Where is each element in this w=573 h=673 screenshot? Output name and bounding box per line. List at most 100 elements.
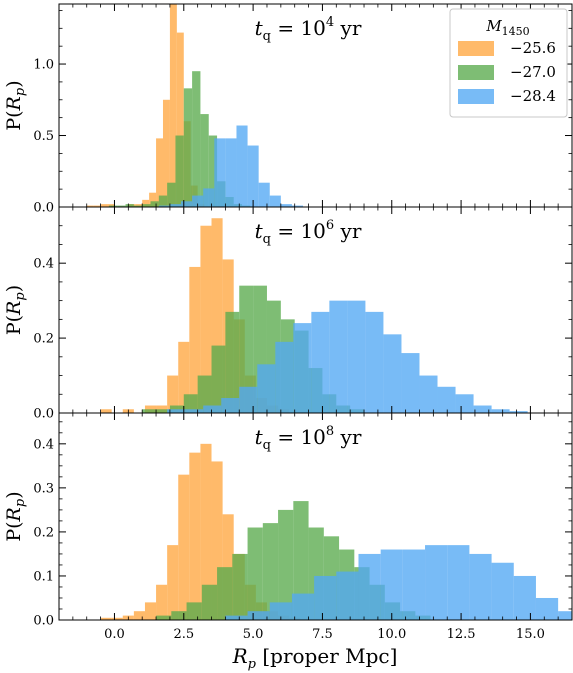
histogram-bar <box>203 405 222 413</box>
histogram-bar <box>156 409 170 413</box>
x-tick-label: 5.0 <box>243 627 264 642</box>
histogram-bar <box>171 611 187 620</box>
legend-label: −28.4 <box>510 87 556 105</box>
title-equals: = 10 <box>271 219 326 243</box>
y-label-prefix: P( <box>3 110 25 130</box>
y-label-prefix: P( <box>3 315 25 335</box>
histogram-bar <box>86 205 94 207</box>
histogram-bar <box>293 323 312 413</box>
y-label-prefix: P( <box>3 521 25 541</box>
histogram-bar <box>183 394 198 413</box>
title-subscript: q <box>263 232 271 247</box>
histogram-bar <box>455 394 474 413</box>
legend-title: M1450 <box>485 17 529 38</box>
x-tick-label: 12.5 <box>447 627 476 642</box>
histogram-bar <box>158 195 168 207</box>
y-tick-label: 1.0 <box>33 58 54 73</box>
histogram-bar <box>247 145 259 207</box>
histogram-bar <box>232 553 248 620</box>
title-unit: yr <box>334 219 362 243</box>
y-label-subscript: p <box>13 87 28 96</box>
histogram-bar <box>247 611 270 620</box>
histogram-bar <box>208 135 218 207</box>
y-label-variable: R <box>3 301 25 316</box>
histogram-bar <box>425 545 448 620</box>
title-subscript: q <box>263 438 271 453</box>
y-label-subscript: p <box>13 498 28 507</box>
histogram-bar <box>558 611 572 620</box>
histogram-bar <box>447 545 470 620</box>
histogram-bar <box>93 205 101 207</box>
histogram-bar <box>125 204 134 207</box>
histogram-bar <box>225 615 248 620</box>
title-equals: = 10 <box>271 16 326 40</box>
title-subscript: q <box>263 29 271 44</box>
y-label-variable: R <box>3 507 25 522</box>
histogram-bar <box>167 409 186 413</box>
histogram-bar <box>469 553 492 620</box>
y-label-suffix: ) <box>3 285 25 292</box>
y-tick-label: 0.3 <box>33 481 54 496</box>
histogram-bar <box>100 617 112 620</box>
panel-title: tq = 106 yr <box>255 218 362 247</box>
histogram-bar <box>178 474 190 620</box>
histogram-bar <box>111 617 123 620</box>
histogram-bar <box>513 575 536 620</box>
histogram-bar <box>169 4 177 207</box>
histogram-bar <box>473 405 492 413</box>
x-axis-label: Rp [proper Mpc] <box>232 644 398 672</box>
histogram-bar <box>275 341 294 413</box>
histogram-bar <box>214 138 226 207</box>
legend-swatch <box>458 65 494 80</box>
y-label-suffix: ) <box>3 491 25 498</box>
histogram-bar <box>192 71 201 207</box>
histogram-bar <box>203 188 215 207</box>
histogram-bar <box>117 205 126 207</box>
histogram-bar <box>200 114 209 207</box>
histogram-bar <box>437 386 456 413</box>
histogram-bar <box>258 182 270 207</box>
histogram-bar <box>133 205 143 207</box>
histogram-bar <box>158 205 170 207</box>
histogram-bar <box>239 285 254 413</box>
histogram-bar <box>221 398 240 413</box>
legend-swatch <box>458 89 494 104</box>
histogram-bar <box>280 204 292 207</box>
x-label-variable: R <box>232 644 248 668</box>
histogram-bar <box>178 341 190 413</box>
y-tick-label: 0.4 <box>33 257 54 272</box>
histogram-bar <box>329 300 348 413</box>
legend-swatch <box>458 41 494 56</box>
histogram-bar <box>291 205 304 207</box>
histogram-bar <box>149 192 157 207</box>
histogram-bar <box>291 593 315 620</box>
x-tick-label: 7.5 <box>312 627 333 642</box>
panel-3: 0.0 0.1 0.2 0.3 0.4 P(Rp) tq = 108 yr <box>3 412 573 629</box>
y-tick-label: 0.2 <box>33 332 54 347</box>
histogram-bar <box>144 602 157 620</box>
histogram-bar <box>347 300 366 413</box>
histogram-bar <box>257 364 276 413</box>
histogram-bar <box>162 99 170 207</box>
histogram-bar <box>278 509 294 620</box>
histogram-bar <box>156 584 168 620</box>
y-tick-label: 0.2 <box>33 525 54 540</box>
histogram-bar <box>314 575 337 620</box>
legend-label: −25.6 <box>510 39 556 57</box>
histogram-bar <box>156 615 172 620</box>
histogram-bar <box>197 375 212 413</box>
title-variable: t <box>255 219 264 243</box>
x-tick-label: 2.5 <box>173 627 194 642</box>
panel-title: tq = 104 yr <box>255 15 362 44</box>
y-tick-label: 0.0 <box>33 407 54 422</box>
histogram-bar <box>419 375 438 413</box>
histogram-bar <box>491 562 514 620</box>
panel-title: tq = 108 yr <box>255 424 362 453</box>
title-unit: yr <box>334 425 362 449</box>
histogram-bar <box>175 135 184 207</box>
histogram-bar <box>133 611 145 620</box>
histogram-bar <box>211 461 223 620</box>
y-label-suffix: ) <box>3 80 25 87</box>
histogram-bar <box>269 602 292 620</box>
